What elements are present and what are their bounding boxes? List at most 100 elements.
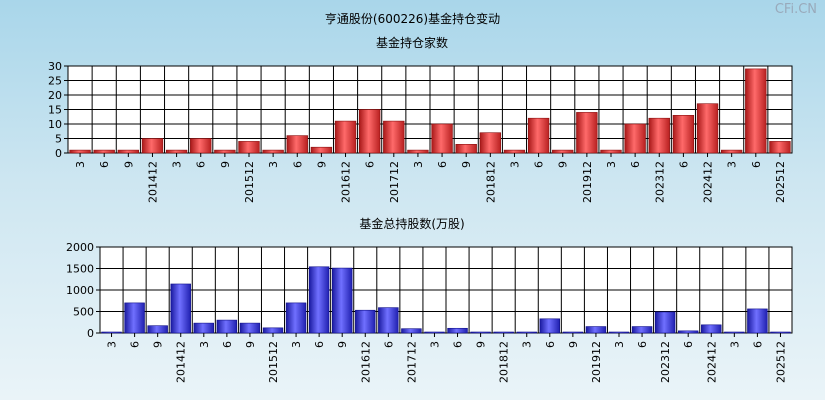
shares-x-tick-label: 6 [751,341,764,348]
shares-x-tick-label: 3 [521,341,534,348]
holders-x-tick-label: 9 [315,161,328,168]
page-title: 亨通股份(600226)基金持仓变动 [324,12,501,26]
shares-bar [262,327,284,334]
holders-x-tick-label: 3 [726,161,739,168]
shares-bar [308,266,330,334]
holders-bar [165,149,188,154]
holders-y-tick-label: 5 [55,133,62,146]
shares-bar [747,308,768,334]
holders-x-tick-label: 201812 [484,161,497,203]
shares-x-tick-label: 3 [428,341,441,348]
holders-bar [334,120,357,154]
holders-x-tick-label: 201512 [243,161,256,203]
holders-x-tick-label: 6 [677,161,690,168]
shares-x-tick-label: 202512 [774,341,787,383]
holders-x-tick-label: 3 [74,161,87,168]
shares-bar [631,326,653,334]
shares-x-tick-label: 3 [198,341,211,348]
shares-bar [770,331,791,334]
shares-x-tick-label: 201612 [359,341,372,383]
shares-bar [677,330,699,334]
shares-x-tick-label: 6 [221,341,234,348]
shares-bar [285,302,307,334]
holders-chart-title: 基金持仓家数 [376,35,448,50]
holders-y-tick-label: 25 [48,75,62,88]
shares-bar [124,302,145,334]
shares-x-tick-label: 3 [106,341,119,348]
shares-x-tick-label: 6 [682,341,695,348]
holders-bar [407,149,429,154]
shares-x-tick-label: 202412 [705,341,718,383]
shares-x-tick-label: 6 [452,341,465,348]
holders-x-tick-label: 202412 [702,161,715,203]
holders-bar [310,146,333,154]
holders-y-tick-label: 20 [48,89,62,102]
shares-y-tick-label: 1000 [66,284,94,297]
shares-bar [378,307,399,334]
holders-y-tick-label: 10 [48,118,62,131]
holders-bar [527,117,550,154]
holders-bar [286,135,308,154]
holders-y-tick-label: 30 [48,60,62,73]
shares-bar [170,283,191,334]
holders-bar [214,149,236,154]
shares-bar [424,331,445,334]
shares-x-tick-label: 201712 [405,341,418,383]
holders-bar [720,149,743,154]
holders-y-tick-label: 0 [55,147,62,160]
shares-y-tick-label: 0 [87,327,94,340]
holders-x-tick-label: 9 [460,161,473,168]
holders-bar [358,109,381,154]
holders-bar [141,138,164,154]
holders-x-tick-label: 201412 [146,161,159,203]
shares-chart-title: 基金总持股数(万股) [359,216,464,231]
shares-x-tick-label: 201512 [267,341,280,383]
holders-bar [624,123,646,154]
holders-bar [69,149,91,154]
holders-x-tick-label: 6 [291,161,304,168]
holders-bar [576,112,598,154]
shares-bar [516,331,537,334]
shares-x-tick-label: 201812 [498,341,511,383]
holders-x-tick-label: 6 [364,161,377,168]
holders-bar [117,149,140,154]
holders-bar [190,138,212,154]
holders-x-tick-label: 3 [412,161,425,168]
shares-x-tick-label: 9 [152,341,165,348]
holders-bar [93,149,115,154]
holders-bar [238,141,260,154]
holders-bar [431,123,453,154]
shares-bar [401,328,422,334]
holders-x-tick-label: 201912 [581,161,594,203]
holders-x-tick-label: 6 [436,161,449,168]
shares-x-tick-label: 6 [129,341,142,348]
holders-x-tick-label: 6 [98,161,111,168]
shares-x-tick-label: 3 [728,341,741,348]
holders-x-tick-label: 202312 [653,161,666,203]
shares-y-tick-label: 2000 [66,241,94,254]
holders-x-tick-label: 3 [267,161,280,168]
holders-x-tick-label: 3 [508,161,521,168]
holders-bar [552,149,574,154]
shares-bar [331,267,353,334]
shares-x-tick-label: 6 [382,341,395,348]
shares-y-tick-label: 1500 [66,263,94,276]
shares-x-tick-label: 9 [567,341,580,348]
shares-bar [562,331,584,334]
holders-x-tick-label: 6 [195,161,208,168]
shares-bar [608,331,630,334]
holders-y-tick-label: 15 [48,104,62,117]
holders-bar [745,68,767,154]
watermark: CFi.CN [774,2,817,17]
shares-x-tick-label: 6 [544,341,557,348]
holders-bar [600,149,622,154]
shares-x-tick-label: 201912 [590,341,603,383]
shares-bar [493,331,514,334]
shares-bar [239,322,261,334]
shares-x-tick-label: 6 [313,341,326,348]
holders-x-tick-label: 9 [122,161,135,168]
shares-x-tick-label: 6 [636,341,649,348]
holders-x-tick-label: 3 [171,161,184,168]
shares-bar [147,325,168,334]
